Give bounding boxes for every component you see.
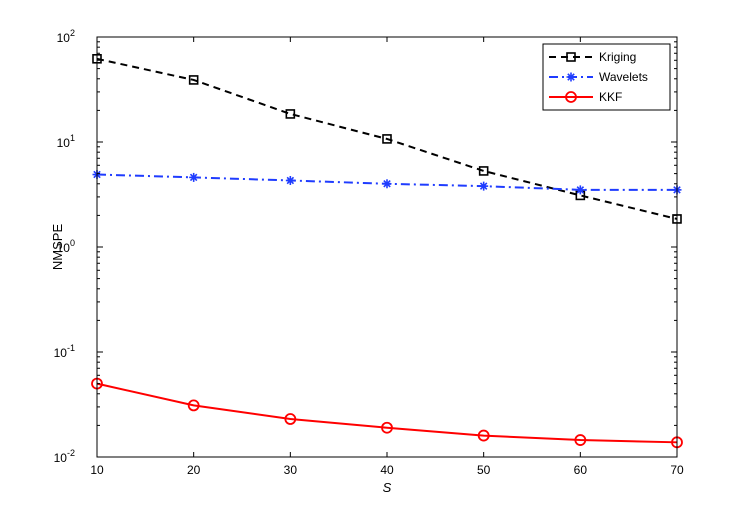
y-axis-label: NMSPE [50,224,65,271]
legend-marker-wavelets [566,72,576,82]
plot-area [91,53,683,449]
asterisk-stroke [189,173,198,182]
data-point-kriging [478,166,489,176]
data-point-kkf [187,399,200,412]
x-tick-label: 30 [284,463,298,477]
data-point-kkf [477,429,490,442]
series-line-kkf [96,382,678,444]
legend-box [542,43,671,111]
x-tick-label: 10 [90,463,104,477]
data-point-kriging [188,75,199,85]
legend-label-kriging: Kriging [599,50,636,64]
x-tick-label: 40 [380,463,394,477]
x-tick-label: 50 [477,463,491,477]
legend: Kriging Wavelets KKF [542,43,671,111]
asterisk-stroke [479,182,488,190]
data-point-kkf [381,421,393,434]
asterisk-stroke [576,186,585,194]
data-point-kriging [382,134,392,144]
data-point-kkf [574,434,587,446]
data-point-wavelets [285,175,295,185]
data-point-kriging [285,109,296,119]
legend-label-wavelets: Wavelets [599,70,648,84]
y-tick-label: 101 [57,133,75,150]
legend-marker-kkf [565,91,577,103]
data-point-wavelets [189,172,199,182]
asterisk-stroke [286,176,295,185]
y-tick-label: 10-2 [54,448,75,465]
legend-label-kkf: KKF [599,90,622,104]
y-tick-label: 10-1 [54,343,75,360]
series-line-kriging [96,57,678,220]
legend-marker-kriging [566,52,576,62]
data-point-kkf [284,413,297,425]
x-tick-label: 60 [574,463,588,477]
y-tick-label: 100 [57,238,75,255]
axes: 10 20 30 40 50 60 70 10-2 10-1 100 101 102 [54,28,684,477]
data-point-wavelets [575,185,585,195]
asterisk-stroke [383,180,391,188]
asterisk-stroke [567,73,575,81]
y-tick-label: 102 [57,28,75,45]
x-tick-label: 70 [670,463,684,477]
x-tick-label: 20 [187,463,201,477]
data-point-wavelets [479,181,489,191]
data-point-wavelets [382,179,392,189]
x-axis-label: S [383,480,392,495]
